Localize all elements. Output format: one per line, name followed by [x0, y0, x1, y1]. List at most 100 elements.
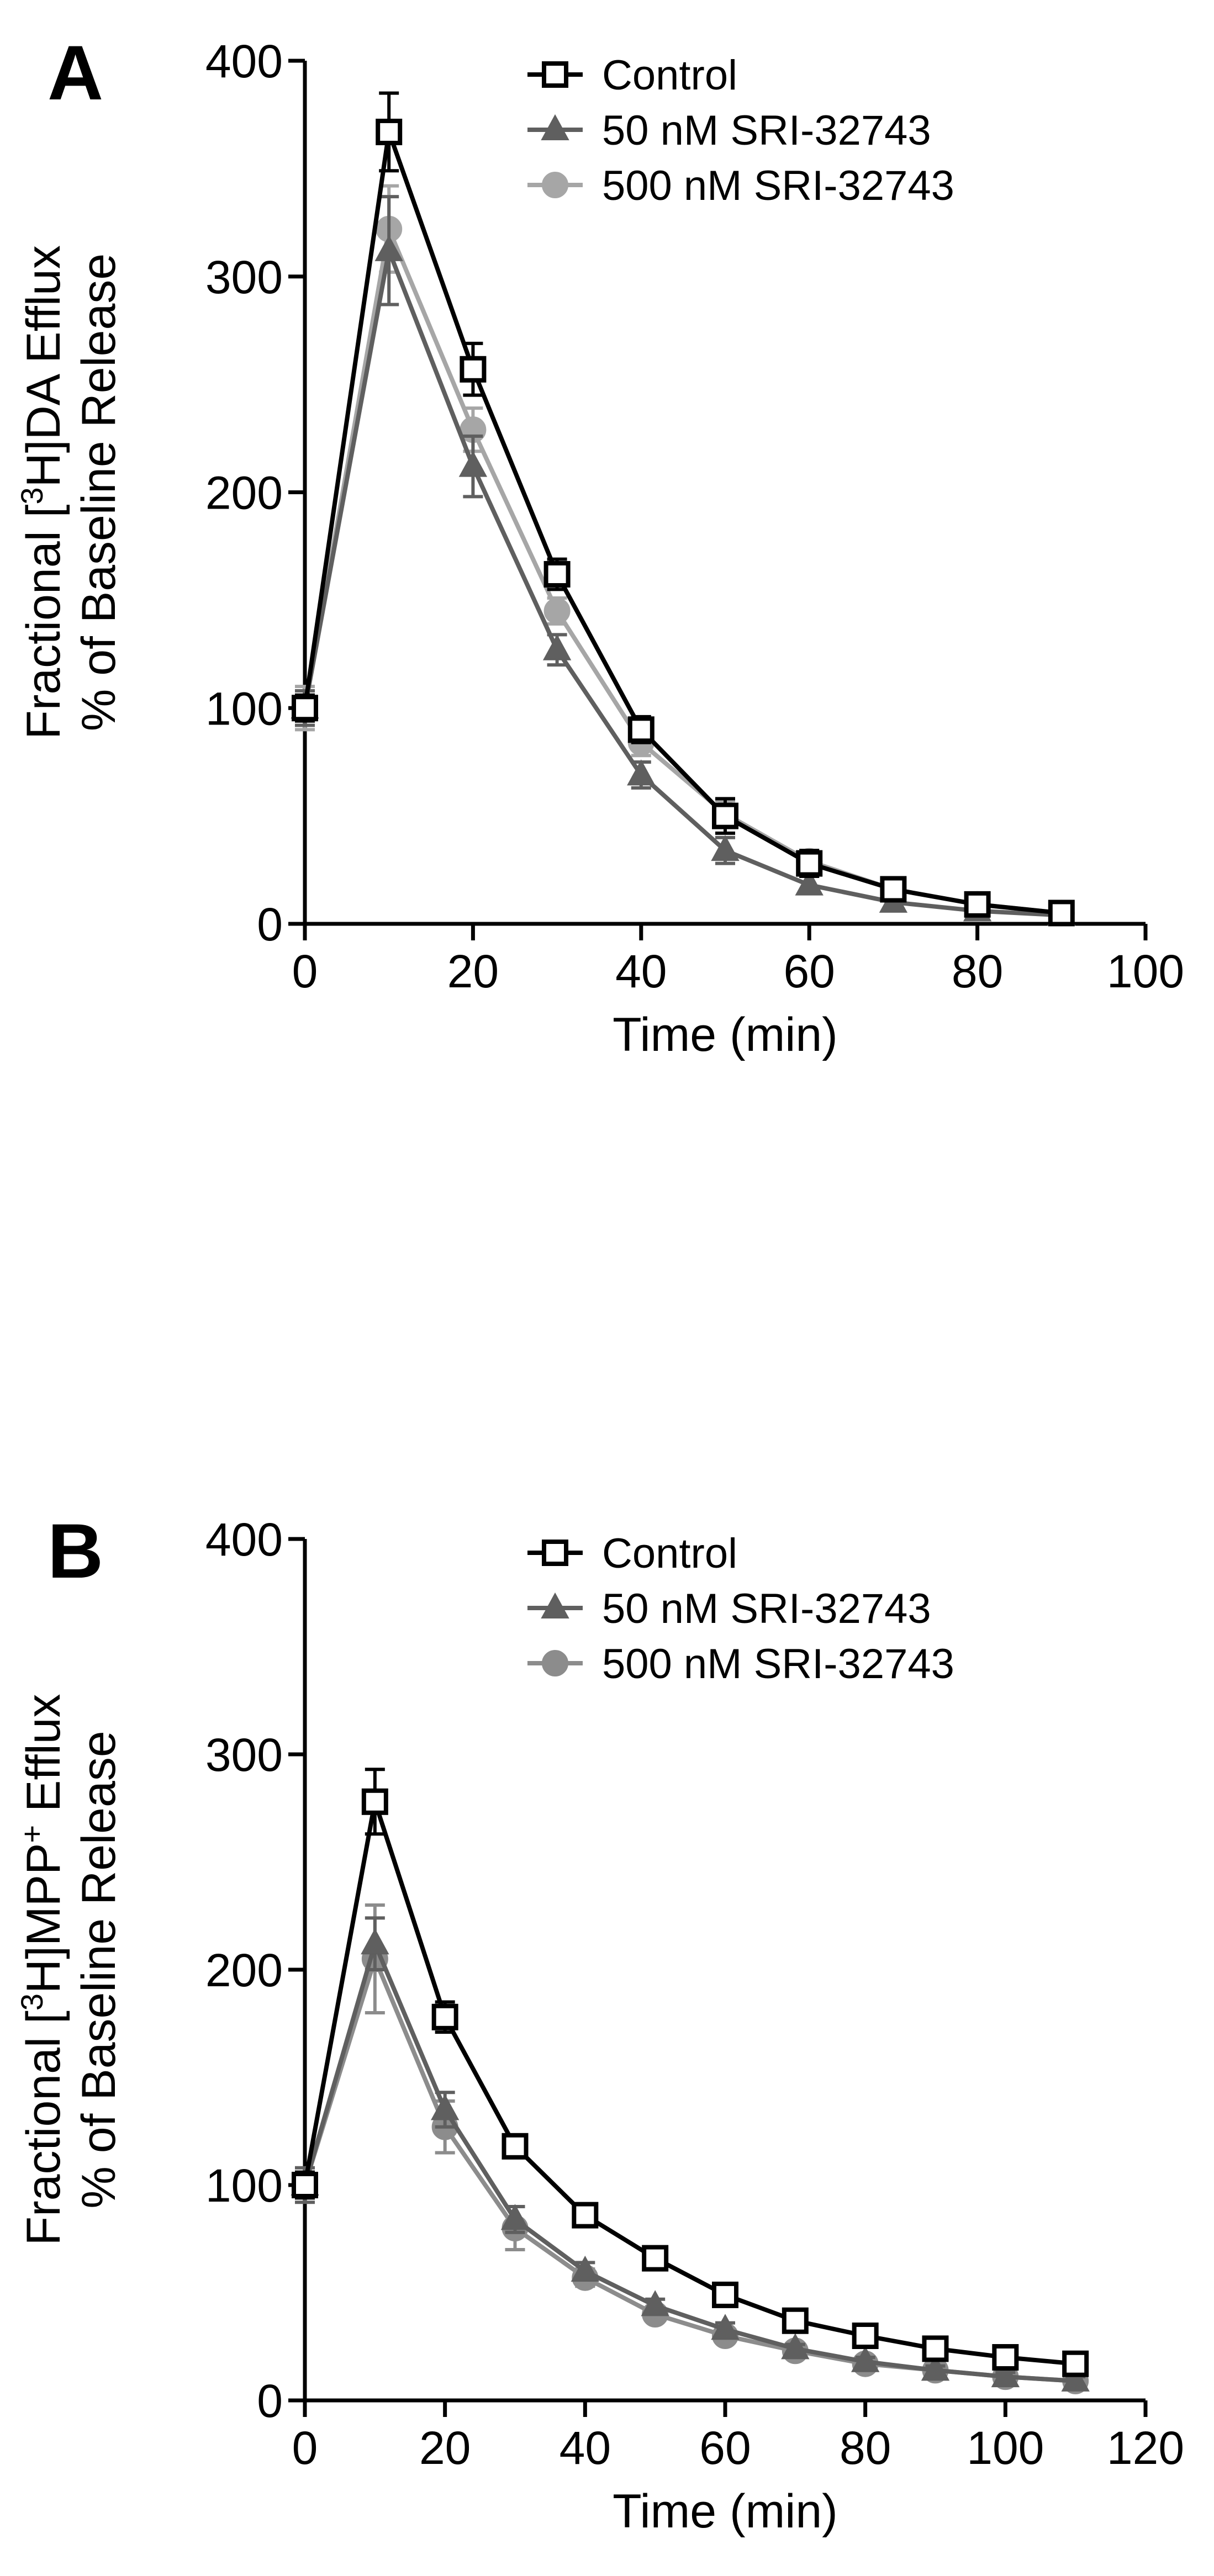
data-point-marker-6: [712, 2281, 738, 2308]
data-point-marker-7: [782, 2307, 809, 2334]
data-point-marker-2: [460, 356, 487, 383]
data-point-marker-5: [711, 835, 740, 861]
data-point-marker-1: [361, 1928, 389, 1955]
data-point-marker-10: [992, 2344, 1019, 2371]
x-tick-label: 0: [292, 945, 318, 997]
data-point-marker-legend-0: [542, 1540, 568, 1566]
x-tick-label: 100: [967, 2422, 1044, 2474]
legend-entry: 500 nM SRI-32743: [527, 162, 954, 209]
data-point-marker-8: [964, 891, 991, 918]
x-tick-label: 80: [840, 2422, 891, 2474]
data-point-marker-legend-1: [541, 114, 569, 140]
data-point-marker-3: [502, 2133, 529, 2160]
y-axis-title-superscript: +: [14, 1825, 49, 1843]
x-tick-label: 120: [1107, 2422, 1184, 2474]
data-point-marker-3: [542, 634, 572, 660]
data-point-marker-6: [711, 2314, 740, 2340]
y-axis-title-text: Fractional [: [17, 2011, 70, 2245]
x-tick-label: 20: [447, 945, 499, 997]
data-point-marker-6: [795, 869, 824, 896]
data-point-marker-4: [627, 716, 654, 743]
data-point-marker-1: [376, 118, 403, 145]
series-1: [291, 1916, 1090, 2392]
data-point-marker-8: [852, 2323, 879, 2349]
data-point-marker-5: [642, 2245, 669, 2272]
data-point-marker-legend-2: [542, 172, 568, 198]
data-point-marker-11: [1062, 2350, 1089, 2377]
data-point-marker-5: [641, 2290, 669, 2316]
x-axis-title: Time (min): [613, 2485, 838, 2538]
data-point-marker-2: [458, 451, 488, 477]
y-axis-title-line1: Fractional [3H]MPP+ Efflux: [14, 1694, 71, 2245]
data-point-marker-3: [500, 2204, 530, 2230]
data-point-marker-3: [543, 597, 571, 625]
panel-a: A 0 100 200 300 400 0 20 40 60 80 100 Time (min) Frac…: [14, 29, 1185, 1061]
legend-label: 50 nM SRI-32743: [602, 1585, 931, 1632]
x-tick-label: 60: [699, 2422, 751, 2474]
data-point-marker-0: [292, 2172, 318, 2198]
data-point-marker-1: [374, 235, 403, 261]
legend: Control 50 nM SRI-32743 500 nM SRI-32743: [527, 52, 954, 209]
data-point-marker-1: [361, 1788, 388, 1815]
y-tick-label: 300: [205, 1729, 283, 1781]
y-axis-title-superscript: 3: [14, 487, 49, 504]
y-tick-label: 0: [257, 2375, 283, 2427]
y-axis-title-line2: % of Baseline Release: [72, 253, 125, 731]
x-tick-label: 60: [783, 945, 835, 997]
panel-letter: B: [47, 1507, 103, 1594]
x-tick-label: 40: [615, 945, 667, 997]
y-axis-title-line1: Fractional [3H]DA Efflux: [14, 245, 71, 739]
data-point-marker-4: [627, 759, 656, 786]
y-axis-title-text: H]DA Efflux: [17, 245, 70, 487]
panel-letter: A: [47, 29, 103, 116]
y-axis-title-superscript: 3: [14, 1993, 49, 2011]
legend-entry: 50 nM SRI-32743: [527, 107, 931, 154]
x-axis-title: Time (min): [613, 1008, 838, 1061]
x-tick-label: 40: [560, 2422, 611, 2474]
series-0: [292, 1768, 1089, 2377]
panel-b: B 0 100 200 300 400 0 20 40 60 80 100 120 Time (min) F…: [14, 1507, 1185, 2538]
y-tick-label: 100: [205, 2160, 283, 2212]
series-0: [292, 91, 1075, 927]
y-tick-label: 200: [205, 1944, 283, 1996]
series-line: [303, 129, 1062, 916]
data-point-marker-3: [543, 560, 571, 588]
x-tick-label: 80: [952, 945, 1003, 997]
y-tick-label: 100: [205, 683, 283, 734]
data-point-marker-2: [431, 2003, 458, 2030]
data-point-marker-11: [1061, 2365, 1090, 2392]
y-axis-title-text: Efflux: [17, 1694, 70, 1824]
data-point-marker-legend-1: [541, 1592, 569, 1618]
legend-label: 50 nM SRI-32743: [602, 107, 931, 154]
legend-label: Control: [602, 1530, 737, 1577]
data-point-marker-8: [851, 2346, 880, 2372]
legend-label: 500 nM SRI-32743: [602, 162, 954, 209]
data-point-marker-5: [712, 802, 738, 829]
legend-entry: Control: [527, 52, 737, 99]
y-tick-label: 400: [205, 1514, 283, 1565]
legend-entry: 500 nM SRI-32743: [527, 1641, 954, 1688]
series-line: [303, 1942, 1076, 2383]
data-point-marker-9: [922, 2335, 949, 2362]
data-point-marker-legend-2: [542, 1650, 568, 1676]
data-point-marker-legend-0: [542, 61, 568, 88]
y-axis-title-line2: % of Baseline Release: [72, 1731, 125, 2208]
x-tick-label: 20: [419, 2422, 471, 2474]
data-point-marker-7: [781, 2333, 810, 2360]
data-point-marker-9: [921, 2355, 950, 2381]
legend-label: 500 nM SRI-32743: [602, 1641, 954, 1688]
y-tick-label: 200: [205, 467, 283, 519]
series-line: [303, 248, 1062, 918]
legend: Control 50 nM SRI-32743 500 nM SRI-32743: [527, 1530, 954, 1688]
data-point-marker-0: [292, 695, 318, 722]
data-point-marker-2: [430, 2094, 460, 2120]
y-axis-title-text: Fractional [: [17, 504, 70, 739]
y-tick-label: 300: [205, 251, 283, 303]
y-tick-label: 0: [257, 898, 283, 950]
y-tick-label: 400: [205, 35, 283, 87]
legend-entry: 50 nM SRI-32743: [527, 1585, 931, 1632]
x-tick-label: 0: [292, 2422, 318, 2474]
data-point-marker-4: [571, 2255, 600, 2282]
